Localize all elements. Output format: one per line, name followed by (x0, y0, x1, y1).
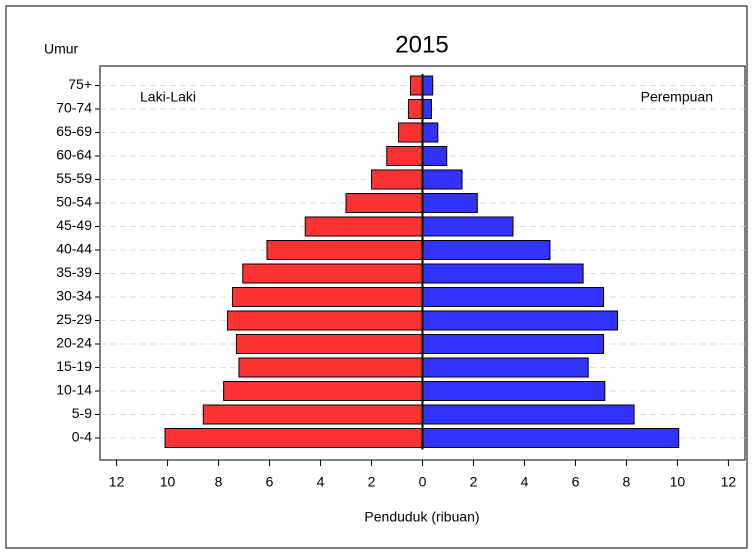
x-tick-label: 12 (721, 474, 737, 490)
bar (407, 99, 424, 119)
bar (422, 216, 514, 237)
y-tick-label: 10-14 (56, 382, 92, 398)
x-tick-label: 2 (470, 474, 478, 490)
bar (304, 216, 423, 237)
x-tick-label: 8 (623, 474, 631, 490)
bar (422, 357, 589, 378)
bar (422, 169, 463, 190)
x-tick-label: 0 (419, 474, 427, 490)
x-tick-label: 2 (368, 474, 376, 490)
x-tick-label: 8 (215, 474, 223, 490)
bar (164, 428, 423, 448)
bar (235, 334, 423, 354)
y-tick-label: 65-69 (56, 123, 92, 139)
bar (422, 381, 606, 401)
y-tick-label: 45-49 (56, 217, 92, 233)
bar (398, 122, 424, 143)
bar (422, 240, 551, 260)
x-axis-title: Penduduk (ribuan) (364, 509, 479, 525)
y-tick-label: 35-39 (56, 264, 92, 280)
y-tick-label: 55-59 (56, 170, 92, 186)
bar (238, 357, 423, 378)
y-tick-label: 30-34 (56, 288, 92, 304)
bar (422, 334, 605, 354)
y-tick-label: 15-19 (56, 358, 92, 374)
bar (422, 99, 432, 119)
bar (371, 169, 424, 190)
chart-title: 2015 (395, 31, 448, 58)
bar (422, 287, 605, 307)
x-tick-label: 6 (572, 474, 580, 490)
x-tick-label: 12 (109, 474, 125, 490)
bar (345, 193, 424, 213)
y-tick-label: 75+ (68, 76, 92, 92)
bar (242, 263, 423, 284)
y-tick-label: 50-54 (56, 194, 92, 210)
bar (386, 146, 423, 166)
bar (422, 193, 478, 213)
bar (232, 287, 423, 307)
bar (410, 75, 424, 96)
bar (422, 428, 680, 448)
y-tick-label: 20-24 (56, 335, 92, 351)
series-label: Perempuan (641, 89, 713, 105)
bar (202, 404, 423, 425)
x-tick-label: 4 (317, 474, 325, 490)
bar (223, 381, 423, 401)
bar (422, 146, 448, 166)
bar (422, 310, 619, 331)
x-tick-label: 4 (521, 474, 529, 490)
y-tick-label: 5-9 (72, 405, 92, 421)
y-tick-label: 25-29 (56, 311, 92, 327)
bar (266, 240, 424, 260)
x-tick-label: 10 (160, 474, 176, 490)
bar (422, 122, 439, 143)
bar (422, 263, 584, 284)
bar (422, 404, 635, 425)
bar (422, 75, 434, 96)
y-tick-label: 60-64 (56, 147, 92, 163)
series-label: Laki-Laki (140, 89, 196, 105)
x-tick-label: 10 (670, 474, 686, 490)
bar (226, 310, 423, 331)
y-tick-label: 70-74 (56, 100, 92, 116)
y-axis-title: Umur (44, 41, 79, 57)
x-tick-label: 6 (266, 474, 274, 490)
y-tick-label: 40-44 (56, 241, 92, 257)
y-tick-label: 0-4 (72, 429, 92, 445)
